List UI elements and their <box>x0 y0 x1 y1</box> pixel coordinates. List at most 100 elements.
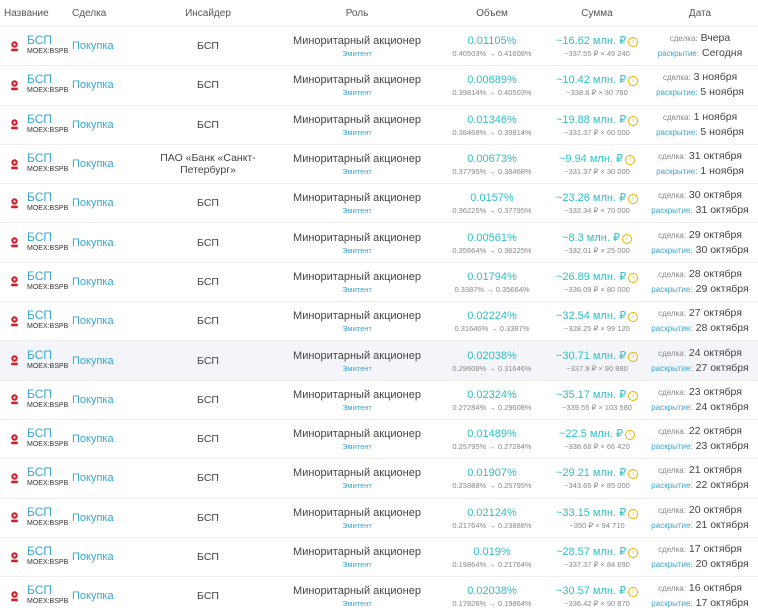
deal-type[interactable]: Покупка <box>72 79 114 92</box>
deal-type[interactable]: Покупка <box>72 236 114 249</box>
info-icon[interactable]: i <box>628 548 639 558</box>
ticker[interactable]: БСП MOEX:BSPB <box>27 190 68 214</box>
ticker[interactable]: БСП MOEX:BSPB <box>27 386 68 411</box>
role-sub[interactable]: Эмитент <box>342 560 372 569</box>
info-icon[interactable]: i <box>628 37 639 48</box>
deal-type[interactable]: Покупка <box>72 511 114 524</box>
header-insider[interactable]: Инсайдер <box>185 7 231 19</box>
stock-name[interactable]: БСП <box>27 544 53 558</box>
role-sub[interactable]: Эмитент <box>342 49 372 59</box>
info-icon[interactable]: i <box>628 508 639 519</box>
role-sub[interactable]: Эмитент <box>342 363 372 373</box>
stock-name[interactable]: БСП <box>27 111 53 126</box>
deal-type[interactable]: Покупка <box>72 551 114 563</box>
deal-type[interactable]: Покупка <box>72 315 114 328</box>
table-row[interactable]: БСП MOEX:BSPB Покупка БСП Миноритарный а… <box>0 301 758 340</box>
info-icon[interactable]: i <box>628 115 639 126</box>
table-row[interactable]: БСП MOEX:BSPB Покупка БСП Миноритарный а… <box>0 497 758 537</box>
ticker[interactable]: БСП MOEX:BSPB <box>27 544 68 568</box>
deal-type[interactable]: Покупка <box>72 40 114 53</box>
table-row[interactable]: БСП MOEX:BSPB Покупка БСП Миноритарный а… <box>0 222 758 261</box>
deal-type[interactable]: Покупка <box>72 158 114 171</box>
info-icon[interactable]: i <box>628 312 639 323</box>
stock-name[interactable]: БСП <box>27 465 53 480</box>
header-sum[interactable]: Сумма <box>581 7 613 19</box>
ticker[interactable]: БСП MOEX:BSPB <box>27 33 68 57</box>
role-sub[interactable]: Эмитент <box>342 599 372 609</box>
stock-name[interactable]: БСП <box>27 229 53 244</box>
role-sub[interactable]: Эмитент <box>342 402 372 412</box>
ticker[interactable]: БСП MOEX:BSPB <box>27 583 68 607</box>
deal-type[interactable]: Покупка <box>72 393 114 406</box>
ticker[interactable]: БСП MOEX:BSPB <box>27 308 68 332</box>
info-icon[interactable]: i <box>628 194 639 205</box>
info-icon[interactable]: i <box>628 587 639 598</box>
role-sub[interactable]: Эмитент <box>342 127 372 137</box>
table-row[interactable]: БСП MOEX:BSPB Покупка БСП Миноритарный а… <box>0 183 758 222</box>
stock-name[interactable]: БСП <box>27 72 53 87</box>
ticker[interactable]: БСП MOEX:BSPB <box>27 72 68 96</box>
table-row[interactable]: БСП MOEX:BSPB Покупка БСП Миноритарный а… <box>0 536 758 576</box>
ticker[interactable]: БСП MOEX:BSPB <box>27 268 68 293</box>
header-deal[interactable]: Сделка <box>72 7 107 19</box>
table-row[interactable]: БСП MOEX:BSPB Покупка БСП Миноритарный а… <box>0 26 758 65</box>
deal-type[interactable]: Покупка <box>72 433 114 446</box>
stock-name[interactable]: БСП <box>27 308 53 323</box>
header-name[interactable]: Название <box>4 7 49 19</box>
stock-name[interactable]: БСП <box>27 268 53 283</box>
table-row[interactable]: БСП MOEX:BSPB Покупка БСП Миноритарный а… <box>0 340 758 380</box>
table-row[interactable]: БСП MOEX:BSPB Покупка БСП Миноритарный а… <box>0 458 758 497</box>
header-role[interactable]: Роль <box>345 7 369 19</box>
date-cell: сделка: 1 ноября раскрытие: 5 ноября <box>642 110 758 140</box>
deal-type[interactable]: Покупка <box>72 275 114 288</box>
stock-name[interactable]: БСП <box>27 504 53 519</box>
ticker[interactable]: БСП MOEX:BSPB <box>27 151 68 175</box>
role-sub[interactable]: Эмитент <box>342 167 372 177</box>
header-volume[interactable]: Объем <box>476 7 508 19</box>
info-icon[interactable]: i <box>621 233 632 244</box>
ticker[interactable]: БСП MOEX:BSPB <box>27 465 68 489</box>
table-row[interactable]: БСП MOEX:BSPB Покупка ПАО «Банк «Санкт-П… <box>0 143 758 183</box>
role-sub[interactable]: Эмитент <box>342 206 372 216</box>
role-sub[interactable]: Эмитент <box>342 324 372 334</box>
stock-name[interactable]: БСП <box>27 583 53 598</box>
ticker[interactable]: БСП MOEX:BSPB <box>27 111 68 136</box>
deal-type[interactable]: Покупка <box>72 197 114 210</box>
table-row[interactable]: БСП MOEX:BSPB Покупка БСП Миноритарный а… <box>0 261 758 301</box>
table-row[interactable]: БСП MOEX:BSPB Покупка БСП Миноритарный а… <box>0 418 758 458</box>
info-icon[interactable]: i <box>628 76 639 87</box>
ticker[interactable]: БСП MOEX:BSPB <box>27 426 68 450</box>
info-icon[interactable]: i <box>628 469 639 480</box>
role-sub[interactable]: Эмитент <box>342 442 372 452</box>
stock-name[interactable]: БСП <box>27 347 53 362</box>
deal-type[interactable]: Покупка <box>72 354 114 367</box>
table-row[interactable]: БСП MOEX:BSPB Покупка БСП Миноритарный а… <box>0 65 758 104</box>
info-icon[interactable]: i <box>628 272 639 283</box>
info-icon[interactable]: i <box>625 155 636 166</box>
stock-name[interactable]: БСП <box>27 33 53 48</box>
ticker[interactable]: БСП MOEX:BSPB <box>27 347 68 372</box>
table-row[interactable]: БСП MOEX:BSPB Покупка БСП Миноритарный а… <box>0 379 758 419</box>
header-date[interactable]: Дата <box>688 7 712 19</box>
role-sub[interactable]: Эмитент <box>342 284 372 294</box>
table-row[interactable]: БСП MOEX:BSPB Покупка БСП Миноритарный а… <box>0 104 758 144</box>
deal-date-line: сделка: 27 октября <box>642 306 758 321</box>
info-icon[interactable]: i <box>628 351 639 362</box>
ticker[interactable]: БСП MOEX:BSPB <box>27 229 68 254</box>
ticker[interactable]: БСП MOEX:BSPB <box>27 504 68 529</box>
deal-type[interactable]: Покупка <box>72 118 114 131</box>
deal-type[interactable]: Покупка <box>72 590 114 603</box>
role-sub[interactable]: Эмитент <box>342 245 372 255</box>
deal-date-label: сделка: <box>658 309 686 319</box>
role-sub[interactable]: Эмитент <box>342 520 372 530</box>
role-sub[interactable]: Эмитент <box>342 481 372 491</box>
table-row[interactable]: БСП MOEX:BSPB Покупка БСП Миноритарный а… <box>0 576 758 615</box>
stock-name[interactable]: БСП <box>27 386 53 401</box>
deal-type[interactable]: Покупка <box>72 472 114 485</box>
stock-name[interactable]: БСП <box>27 151 53 166</box>
stock-name[interactable]: БСП <box>27 190 53 205</box>
info-icon[interactable]: i <box>628 390 639 401</box>
info-icon[interactable]: i <box>625 430 636 441</box>
stock-name[interactable]: БСП <box>27 426 53 441</box>
role-sub[interactable]: Эмитент <box>342 88 372 98</box>
